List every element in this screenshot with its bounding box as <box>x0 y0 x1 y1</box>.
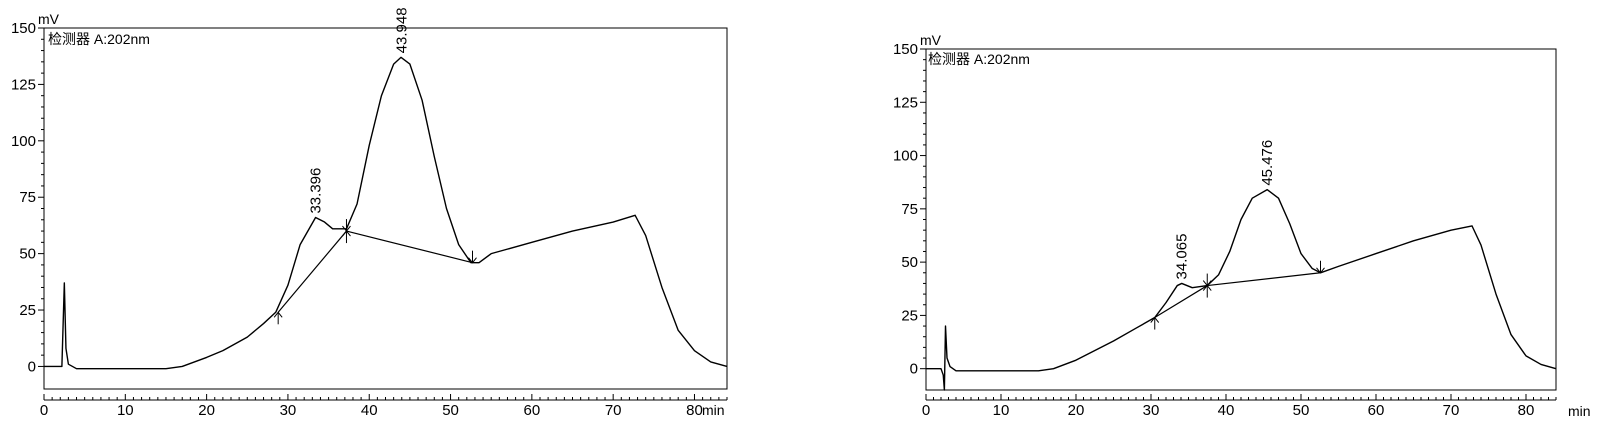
x-tick-label: 50 <box>442 402 459 419</box>
integration-baseline <box>1155 286 1208 318</box>
signal-group <box>44 57 727 368</box>
y-tick-label: 0 <box>28 358 36 375</box>
x-tick-label: 20 <box>1068 402 1085 419</box>
peak-label-group: 34.065 45.476 <box>1173 140 1276 280</box>
x-tick-label: 10 <box>117 402 134 419</box>
x-tick-label: 80 <box>1518 402 1535 419</box>
chromatogram-chart-2: 0 25 50 75 100 125 150 0 10 20 30 40 50 60 70 80 mV 检测… <box>840 0 1616 442</box>
integration-baseline <box>1207 273 1320 286</box>
x-tick-label: 70 <box>1443 402 1460 419</box>
y-tick-label: 100 <box>11 133 36 150</box>
x-tick-label: 30 <box>1143 402 1160 419</box>
peak-label: 33.396 <box>308 168 325 214</box>
y-unit-label: mV <box>38 11 60 27</box>
x-tick-label: 0 <box>40 402 48 419</box>
x-tick-label: 10 <box>993 402 1010 419</box>
y-tick-label: 150 <box>11 20 36 37</box>
x-tick-label: 60 <box>1368 402 1385 419</box>
x-tick-label: 40 <box>1218 402 1235 419</box>
y-tick-label: 125 <box>11 76 36 93</box>
y-tick-label: 25 <box>19 302 36 319</box>
detector-label: 检测器 A:202nm <box>928 51 1030 67</box>
y-axis: 0 25 50 75 100 125 150 <box>893 41 926 378</box>
signal-line <box>926 190 1556 390</box>
x-unit-label: min <box>702 402 725 418</box>
peak-label: 43.948 <box>393 7 410 53</box>
signal-group <box>926 190 1556 390</box>
y-axis: 0 25 50 75 100 125 150 <box>11 20 44 375</box>
y-tick-label: 50 <box>19 246 36 263</box>
chromatogram-chart-1: 0 25 50 75 100 125 150 0 10 20 30 40 50 60 70 80 mV 检测… <box>0 0 760 442</box>
y-tick-label: 75 <box>901 201 918 218</box>
y-tick-label: 125 <box>893 94 918 111</box>
x-tick-label: 60 <box>524 402 541 419</box>
x-tick-label: 20 <box>198 402 215 419</box>
signal-line <box>44 57 727 368</box>
x-tick-label: 80 <box>686 402 703 419</box>
baseline-group <box>278 231 472 312</box>
y-tick-label: 50 <box>901 254 918 271</box>
y-tick-label: 25 <box>901 307 918 324</box>
y-unit-label: mV <box>920 32 942 48</box>
y-tick-label: 150 <box>893 41 918 58</box>
peak-marker <box>274 312 282 324</box>
x-unit-label: min <box>1568 403 1591 419</box>
y-tick-label: 100 <box>893 148 918 165</box>
plot-frame <box>44 28 727 389</box>
integration-baseline <box>346 231 472 263</box>
x-tick-label: 40 <box>361 402 378 419</box>
x-axis: 0 10 20 30 40 50 60 70 80 <box>40 394 727 419</box>
x-tick-label: 50 <box>1293 402 1310 419</box>
integration-baseline <box>278 231 346 312</box>
y-tick-label: 75 <box>19 189 36 206</box>
x-axis: 0 10 20 30 40 50 60 70 80 <box>922 394 1556 419</box>
x-tick-label: 30 <box>280 402 297 419</box>
peak-label: 45.476 <box>1259 140 1276 186</box>
arrow-group <box>274 219 476 324</box>
x-tick-label: 0 <box>922 402 930 419</box>
detector-label: 检测器 A:202nm <box>48 31 150 47</box>
y-tick-label: 0 <box>910 361 918 378</box>
peak-label: 34.065 <box>1173 234 1190 280</box>
x-tick-label: 70 <box>605 402 622 419</box>
peak-label-group: 33.396 43.948 <box>308 7 411 213</box>
